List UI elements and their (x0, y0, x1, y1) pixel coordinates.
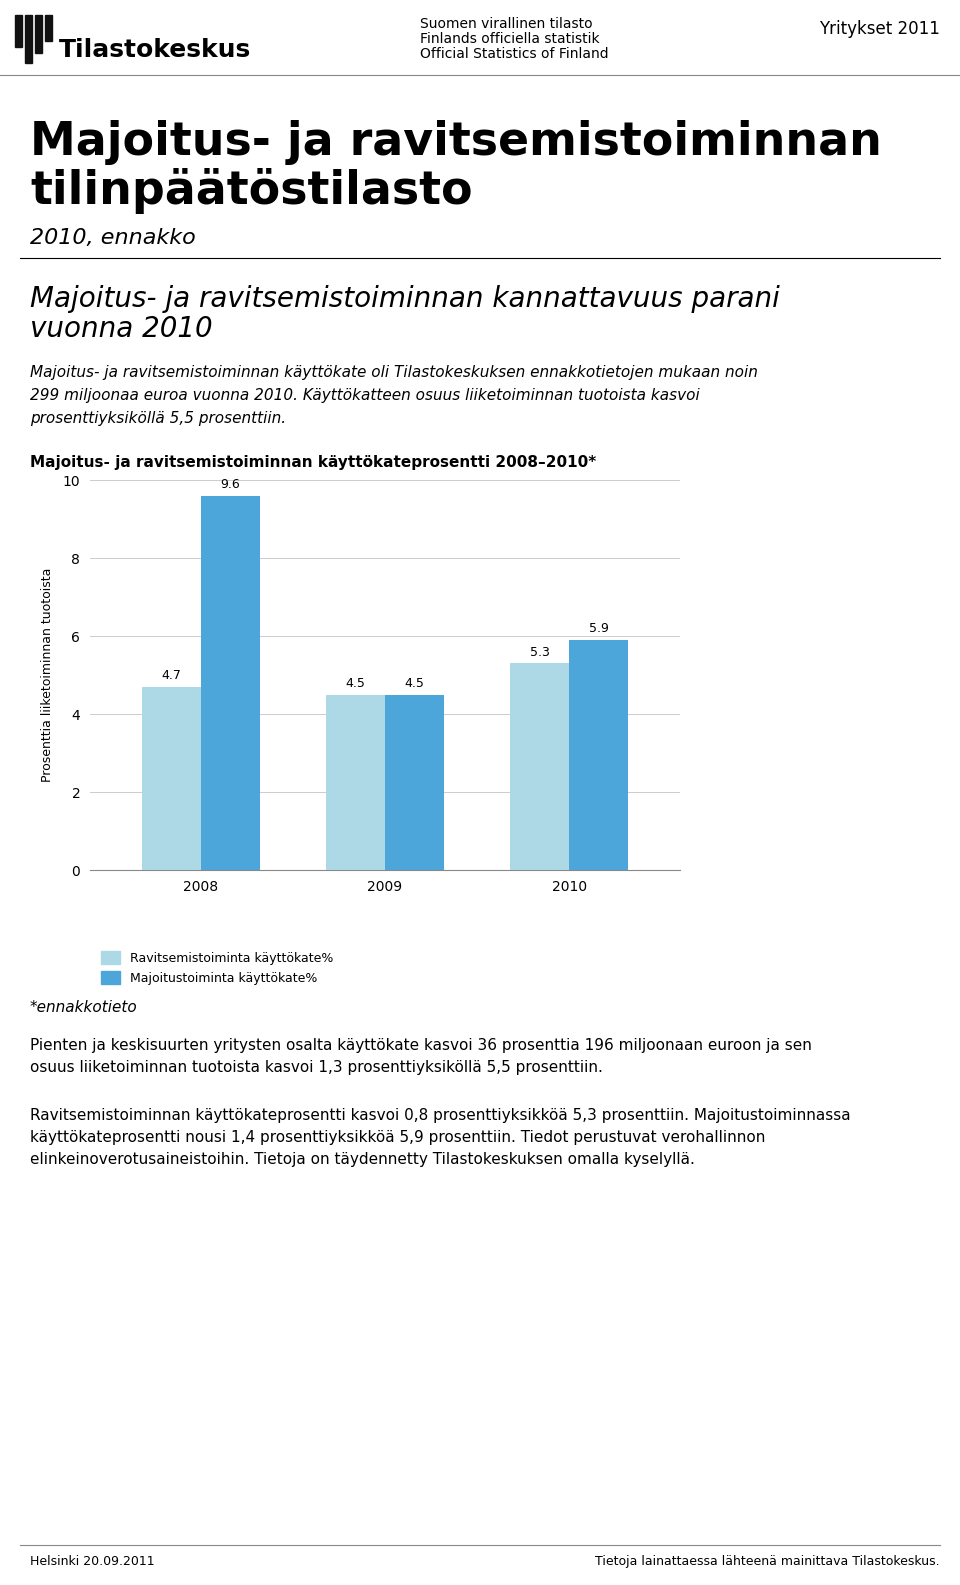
Text: tilinpäätöstilasto: tilinpäätöstilasto (30, 168, 472, 214)
Y-axis label: Prosenttia liiketoiminnan tuotoista: Prosenttia liiketoiminnan tuotoista (41, 567, 55, 781)
Bar (142, 686, 201, 870)
Text: Majoitus- ja ravitsemistoiminnan käyttökateprosentti 2008–2010*: Majoitus- ja ravitsemistoiminnan käyttök… (30, 455, 596, 471)
Bar (201, 496, 259, 870)
Text: 5.9: 5.9 (588, 623, 609, 636)
Text: 9.6: 9.6 (220, 479, 240, 491)
Bar (25, 14, 32, 63)
Bar (326, 694, 385, 870)
Bar (15, 14, 22, 48)
Text: Ravitsemistoiminnan käyttökateprosentti kasvoi 0,8 prosenttiyksikköä 5,3 prosent: Ravitsemistoiminnan käyttökateprosentti … (30, 1108, 851, 1124)
Text: 4.7: 4.7 (161, 669, 181, 682)
Legend: Ravitsemistoiminta käyttökate%, Majoitustoiminta käyttökate%: Ravitsemistoiminta käyttökate%, Majoitus… (96, 946, 338, 991)
Bar (569, 640, 629, 870)
Bar (511, 663, 569, 870)
Text: *ennakkotieto: *ennakkotieto (30, 1000, 137, 1014)
Text: Suomen virallinen tilasto: Suomen virallinen tilasto (420, 17, 592, 32)
Bar (45, 14, 52, 41)
Text: Official Statistics of Finland: Official Statistics of Finland (420, 48, 609, 60)
Text: Tilastokeskus: Tilastokeskus (59, 38, 252, 62)
Text: osuus liiketoiminnan tuotoista kasvoi 1,3 prosenttiyksiköllä 5,5 prosenttiin.: osuus liiketoiminnan tuotoista kasvoi 1,… (30, 1060, 603, 1075)
Text: vuonna 2010: vuonna 2010 (30, 315, 212, 342)
Bar (35, 14, 42, 52)
Text: Majoitus- ja ravitsemistoiminnan kannattavuus parani: Majoitus- ja ravitsemistoiminnan kannatt… (30, 285, 780, 312)
Bar (385, 694, 444, 870)
Text: Pienten ja keskisuurten yritysten osalta käyttökate kasvoi 36 prosenttia 196 mil: Pienten ja keskisuurten yritysten osalta… (30, 1038, 812, 1052)
Text: käyttökateprosentti nousi 1,4 prosenttiyksikköä 5,9 prosenttiin. Tiedot perustuv: käyttökateprosentti nousi 1,4 prosenttiy… (30, 1130, 765, 1144)
Text: Majoitus- ja ravitsemistoiminnan: Majoitus- ja ravitsemistoiminnan (30, 120, 882, 165)
Text: 4.5: 4.5 (404, 677, 424, 689)
Text: Yritykset 2011: Yritykset 2011 (819, 21, 940, 38)
Text: Helsinki 20.09.2011: Helsinki 20.09.2011 (30, 1555, 155, 1568)
Text: 4.5: 4.5 (346, 677, 366, 689)
Text: 5.3: 5.3 (530, 645, 550, 659)
Text: Finlands officiella statistik: Finlands officiella statistik (420, 32, 600, 46)
Text: 2010, ennakko: 2010, ennakko (30, 228, 196, 247)
Text: prosenttiyksiköllä 5,5 prosenttiin.: prosenttiyksiköllä 5,5 prosenttiin. (30, 411, 286, 426)
Text: Tietoja lainattaessa lähteenä mainittava Tilastokeskus.: Tietoja lainattaessa lähteenä mainittava… (595, 1555, 940, 1568)
Text: 299 miljoonaa euroa vuonna 2010. Käyttökatteen osuus liiketoiminnan tuotoista ka: 299 miljoonaa euroa vuonna 2010. Käyttök… (30, 388, 700, 403)
Text: elinkeinoverotusaineistoihin. Tietoja on täydennetty Tilastokeskuksen omalla kys: elinkeinoverotusaineistoihin. Tietoja on… (30, 1152, 695, 1167)
Text: Majoitus- ja ravitsemistoiminnan käyttökate oli Tilastokeskuksen ennakkotietojen: Majoitus- ja ravitsemistoiminnan käyttök… (30, 365, 757, 380)
